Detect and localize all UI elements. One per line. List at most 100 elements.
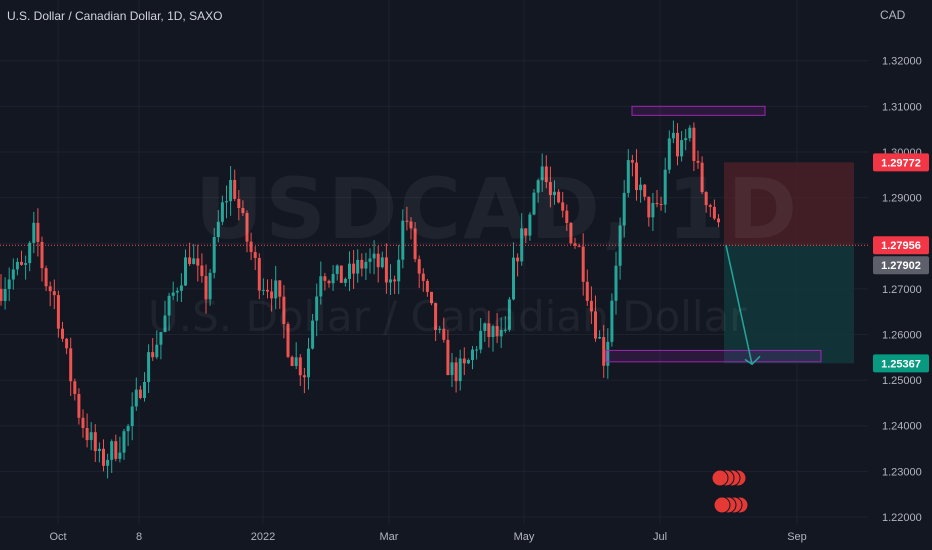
candle-body	[569, 222, 573, 244]
candle-body	[233, 179, 237, 199]
candle-body	[212, 236, 216, 273]
price-axis: 1.320001.310001.300001.290001.280001.270…	[873, 56, 929, 524]
candle-body	[507, 299, 511, 330]
candle-body	[495, 326, 499, 337]
candle-body	[360, 259, 364, 269]
candle-body	[585, 281, 589, 301]
take-profit-box	[724, 245, 854, 364]
candle-body	[704, 192, 708, 206]
candle-body	[466, 360, 470, 364]
currency-label: CAD	[880, 8, 906, 22]
candle-body	[372, 253, 376, 259]
candle-body	[134, 389, 138, 407]
candle-body	[565, 210, 569, 223]
candle-body	[237, 198, 241, 209]
candle-body	[163, 315, 167, 333]
candle-body	[184, 257, 187, 286]
previous-close-badge	[873, 256, 929, 275]
candle-body	[438, 328, 442, 330]
candle-body	[630, 160, 634, 163]
candle-body	[143, 382, 146, 398]
candle-body	[442, 328, 446, 340]
candle-body	[712, 206, 716, 219]
candle-body	[577, 245, 581, 247]
price-zones	[605, 105, 822, 363]
candle-body	[667, 138, 671, 170]
current-price-badge-label: 1.27956	[881, 240, 921, 252]
candle-body	[688, 127, 692, 139]
candle-body	[327, 280, 331, 284]
candle-body	[483, 323, 487, 331]
candle-body	[348, 263, 351, 279]
candle-body	[458, 358, 462, 382]
candle-body	[110, 441, 114, 460]
candle-body	[532, 192, 536, 215]
candle-body	[430, 291, 433, 304]
candle-body	[155, 344, 159, 358]
candle-body	[331, 273, 335, 284]
candle-body	[405, 220, 409, 222]
event-flag-icon[interactable]	[711, 469, 729, 487]
candle-body	[540, 166, 544, 181]
price-tick-label: 1.24000	[882, 421, 922, 433]
price-line-and-arrow	[0, 244, 868, 366]
candle-body	[708, 205, 712, 207]
time-tick-label: Oct	[49, 531, 66, 543]
candle-body	[114, 441, 118, 459]
candle-body	[311, 320, 315, 349]
candle-body	[32, 222, 36, 243]
candlesticks	[0, 120, 720, 479]
candle-body	[479, 330, 483, 350]
candle-body	[130, 406, 134, 427]
candle-body	[696, 160, 700, 163]
candle-body	[368, 258, 372, 262]
stop-loss-box	[724, 162, 854, 246]
candle-body	[446, 339, 450, 376]
candle-body	[147, 352, 151, 383]
candle-body	[77, 394, 81, 418]
candle-body	[475, 349, 479, 351]
candle-body	[528, 214, 532, 236]
candle-body	[196, 258, 200, 266]
event-flags[interactable]	[711, 469, 749, 514]
candle-body	[499, 330, 503, 337]
candle-body	[36, 222, 40, 242]
candle-body	[253, 252, 257, 259]
candle-body	[655, 202, 659, 204]
candle-body	[298, 357, 302, 376]
candle-body	[266, 289, 269, 292]
candle-body	[274, 280, 278, 299]
candle-body	[220, 202, 224, 222]
candle-body	[610, 300, 614, 342]
candle-body	[692, 127, 696, 161]
price-tick-label: 1.29000	[882, 193, 922, 205]
candle-body	[364, 261, 368, 269]
candle-body	[216, 221, 220, 237]
candle-body	[524, 228, 528, 236]
candle-body	[159, 332, 163, 345]
candle-body	[188, 257, 192, 264]
stop-price-badge	[873, 153, 929, 172]
candle-body	[335, 265, 339, 274]
candle-body	[302, 375, 306, 378]
candle-body	[20, 261, 23, 265]
event-flag-icon[interactable]	[713, 496, 731, 514]
time-tick-label: Mar	[380, 531, 399, 543]
candle-body	[487, 323, 491, 338]
candle-body	[138, 389, 142, 398]
candle-body	[0, 288, 3, 301]
chart-title[interactable]: U.S. Dollar / Canadian Dollar, 1D, SAXO	[7, 9, 223, 23]
candle-body	[278, 280, 282, 297]
candle-body	[602, 337, 606, 366]
candle-body	[651, 202, 655, 218]
candle-body	[343, 278, 347, 283]
candle-body	[503, 329, 507, 331]
candle-body	[491, 326, 495, 338]
candle-body	[106, 459, 110, 466]
candle-body	[245, 213, 249, 242]
price-tick-label: 1.22000	[882, 512, 922, 524]
candle-body	[40, 241, 44, 269]
candle-body	[450, 362, 454, 376]
candle-body	[561, 202, 565, 211]
